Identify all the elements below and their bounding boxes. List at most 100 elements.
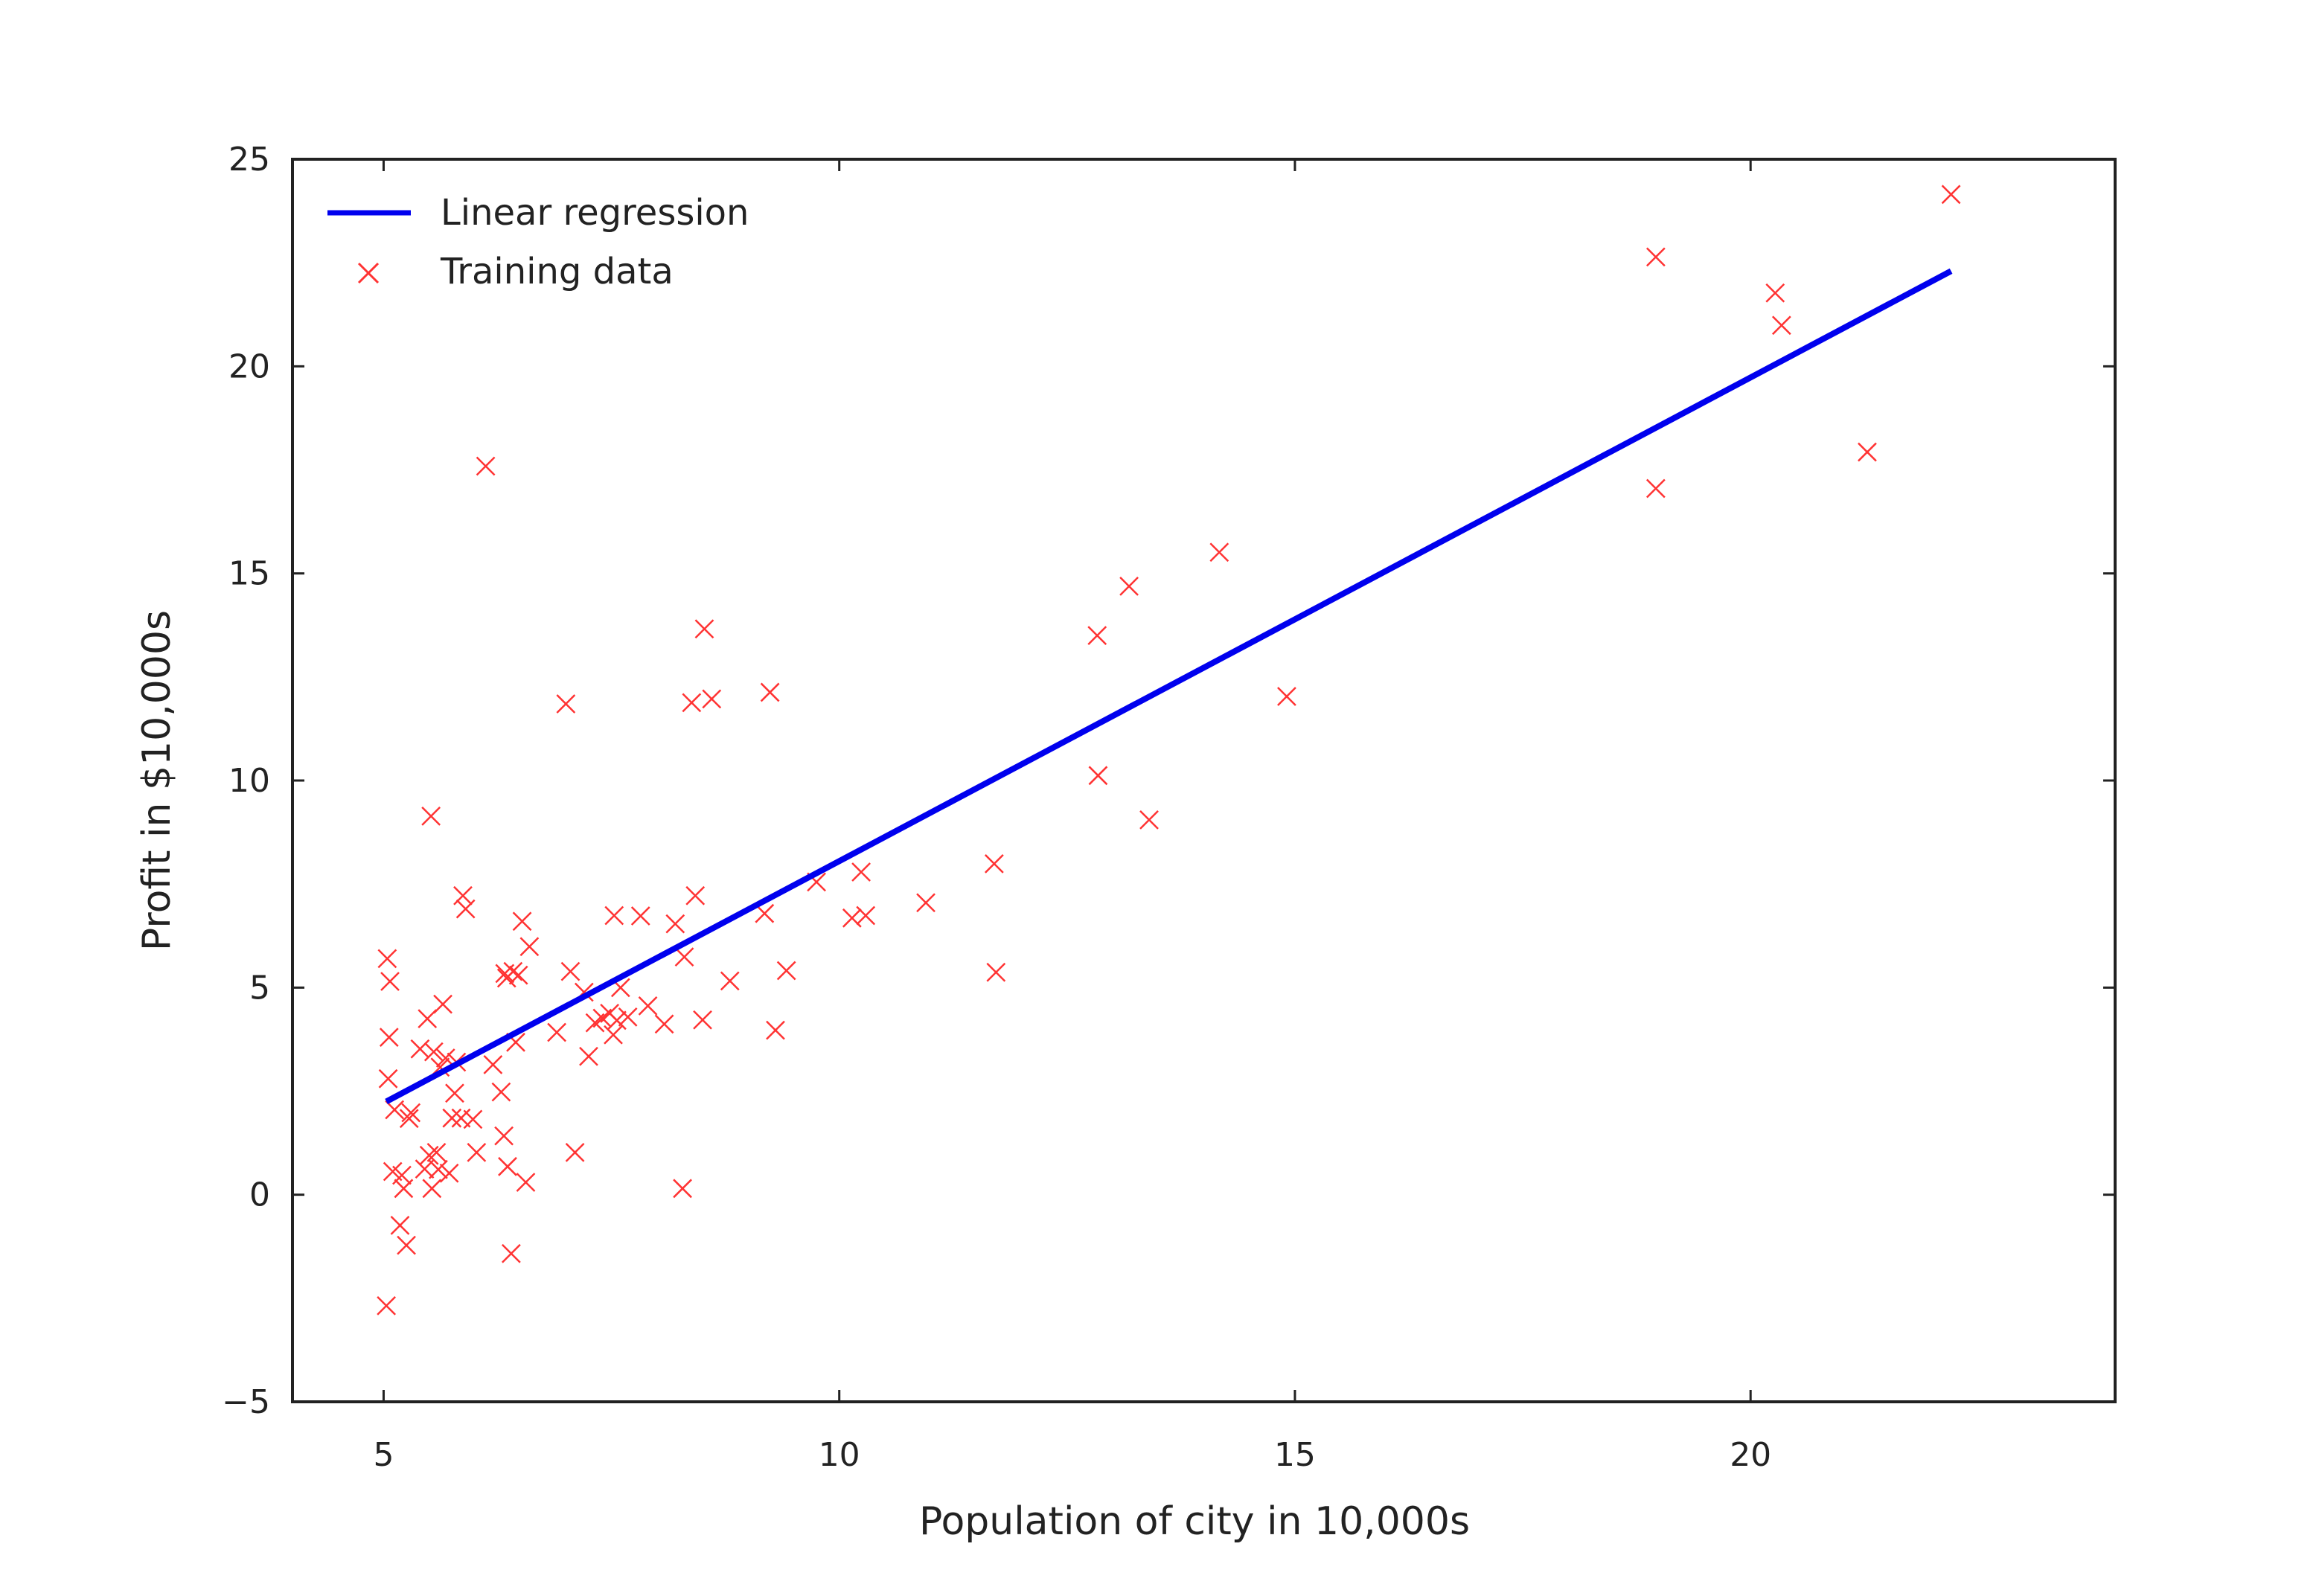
x-tick-label: 10 (819, 1436, 860, 1474)
y-axis-ticks: −5 0 5 10 15 20 25 (222, 141, 2115, 1421)
training-data-point (476, 456, 496, 476)
training-data-point (401, 1103, 421, 1123)
training-data-point (755, 903, 775, 923)
training-data-point (463, 1109, 483, 1129)
training-data-point (776, 961, 796, 981)
training-data-point (1088, 766, 1108, 786)
training-data-point (630, 906, 650, 926)
training-data-point (560, 961, 580, 981)
y-tick-label: 5 (249, 969, 270, 1007)
training-data-point (682, 693, 702, 713)
y-tick-label: 10 (228, 762, 270, 800)
x-tick-label: 15 (1274, 1436, 1316, 1474)
training-data-point (638, 996, 658, 1016)
training-data-point (1858, 442, 1877, 462)
training-data-point (467, 1143, 487, 1162)
training-data-point (1645, 478, 1666, 499)
training-data-point (685, 885, 706, 906)
y-tick-label: 0 (249, 1176, 270, 1214)
training-data-point (385, 1100, 405, 1120)
training-data-point (851, 862, 871, 882)
training-data-point (665, 914, 685, 934)
y-axis-label: Profit in $10,000s (135, 610, 179, 951)
training-data-point (556, 694, 576, 714)
training-data-point (491, 1082, 511, 1102)
training-data-point (618, 1007, 638, 1027)
training-data-point (1765, 283, 1785, 303)
training-data-point (673, 1179, 692, 1199)
series-layer (377, 185, 1961, 1315)
legend-label-training-data: Training data (440, 251, 674, 292)
x-axis-label: Population of city in 10,000s (919, 1499, 1470, 1544)
training-data-point (760, 682, 780, 702)
legend: Linear regression Training data (327, 192, 749, 292)
y-tick-label: 20 (228, 347, 270, 385)
training-data-point (453, 885, 473, 906)
training-data-point (379, 1028, 399, 1048)
training-data-point (380, 972, 400, 991)
training-data-point (604, 906, 624, 926)
training-data-point (986, 962, 1006, 982)
training-data-point (607, 1010, 627, 1031)
training-data-point (399, 1109, 419, 1129)
y-tick-label: −5 (222, 1383, 270, 1421)
x-tick-label: 20 (1730, 1436, 1771, 1474)
x-tick-label: 5 (373, 1436, 394, 1474)
regression-line (385, 268, 1953, 1104)
training-data-point (390, 1215, 410, 1235)
training-data-point (674, 947, 694, 967)
training-data-point (418, 1009, 438, 1028)
training-data-point (512, 911, 532, 932)
training-data-point (429, 1159, 448, 1179)
training-data-point (455, 899, 476, 919)
training-data-point (439, 1163, 459, 1183)
training-data-point (421, 806, 441, 826)
training-data-point (378, 1068, 398, 1089)
training-data-point (433, 994, 452, 1014)
legend-label-linear-regression: Linear regression (441, 192, 749, 234)
training-data-point (415, 1159, 435, 1179)
training-data-point (579, 1046, 598, 1066)
y-tick-label: 15 (228, 555, 270, 593)
training-data-point (1119, 577, 1139, 596)
training-data-point (720, 971, 740, 991)
training-data-point (516, 1173, 536, 1192)
x-axis-ticks: 5 10 15 20 (373, 159, 1771, 1474)
training-data-point (694, 619, 714, 639)
training-data-point (1209, 542, 1229, 563)
training-data-point (483, 1054, 503, 1074)
training-data-point (1087, 626, 1107, 646)
training-data-point (984, 854, 1004, 874)
training-data-point (693, 1010, 712, 1030)
training-data-point (397, 1235, 416, 1255)
training-data-point (394, 1179, 414, 1199)
training-data-point (508, 965, 528, 985)
training-data-point (856, 906, 876, 926)
training-data-point (423, 1042, 444, 1062)
training-data-point (377, 949, 397, 969)
training-data-point (1771, 315, 1791, 336)
plot-area (291, 158, 2117, 1403)
training-data-point (519, 937, 540, 957)
training-data-point (442, 1108, 462, 1128)
y-tick-label: 25 (228, 141, 270, 179)
training-data-point (494, 1126, 514, 1146)
training-data-point (916, 893, 935, 913)
training-data-point (422, 1179, 442, 1199)
training-data-point (654, 1014, 674, 1034)
training-data-point (1139, 810, 1159, 830)
legend-marker-x (357, 262, 380, 284)
training-data-point (377, 1295, 397, 1315)
training-data-point (419, 1145, 439, 1165)
training-data-point (1277, 687, 1296, 706)
training-data-point (604, 1025, 623, 1045)
training-data-point (445, 1083, 464, 1103)
training-data-point (426, 1143, 447, 1162)
training-data-point (498, 1156, 517, 1176)
training-data-point (565, 1143, 585, 1162)
training-data-point (503, 961, 523, 981)
training-data-point (702, 689, 722, 709)
training-data-point (547, 1022, 566, 1042)
training-data-point (501, 1243, 521, 1263)
